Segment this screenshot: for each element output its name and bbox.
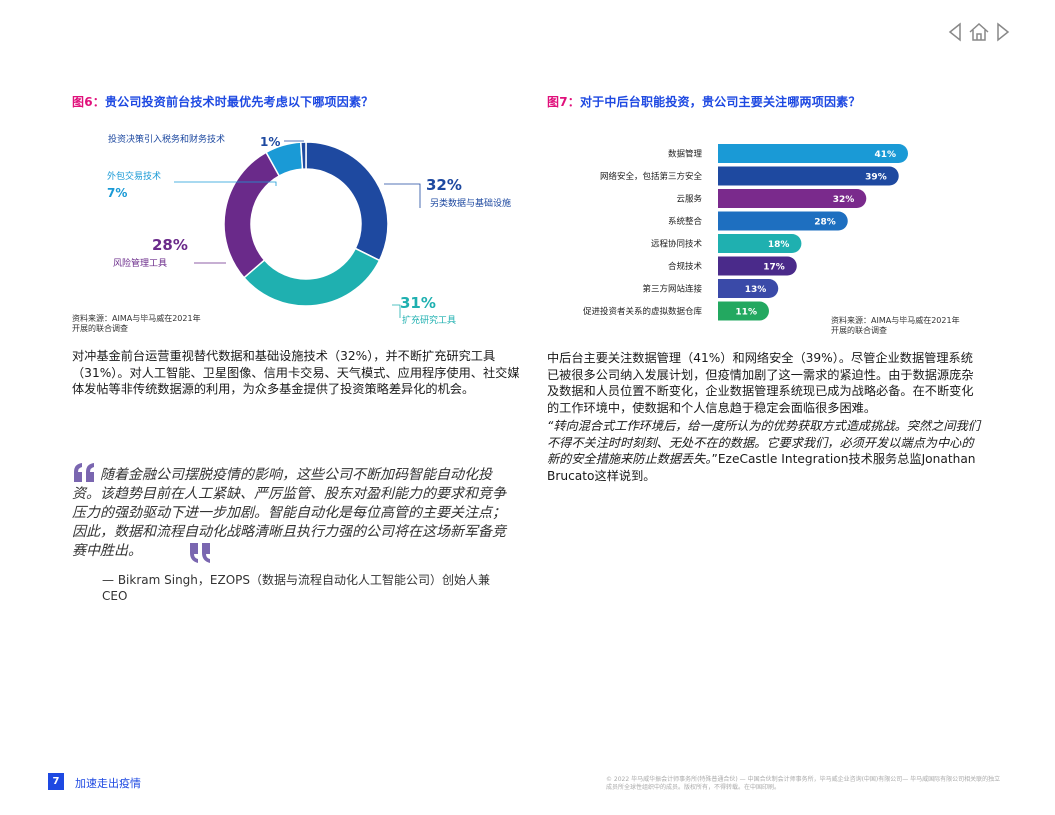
- footer-title[interactable]: 加速走出疫情: [75, 777, 141, 790]
- bar-category-label: 系统整合: [668, 216, 703, 227]
- bar-category-label: 远程协同技术: [651, 239, 703, 250]
- right-quote: “转向混合式工作环境后，给一度所认为的优势获取方式造成挑战。突然之间我们不得不关…: [547, 418, 983, 484]
- bar-value-label: 17%: [763, 263, 785, 273]
- quote-close-icon: [190, 543, 210, 563]
- fig7-label: 图7：: [547, 95, 580, 109]
- donut-leader-line: [174, 181, 277, 186]
- page-navigation: [947, 22, 1011, 42]
- bar-value-label: 39%: [865, 173, 887, 183]
- bar: [718, 301, 769, 321]
- fig7-title-text: 对于中后台职能投资，贵公司主要关注哪两项因素？: [579, 95, 861, 109]
- next-arrow-icon[interactable]: [995, 22, 1011, 42]
- donut-label-tax: 投资决策引入税务和财务技术: [108, 135, 226, 145]
- bar-value-label: 32%: [833, 195, 855, 205]
- pull-quote: 随着金融公司摆脱疫情的影响，这些公司不断加码智能自动化投资。该趋势目前在人工紧缺…: [72, 467, 506, 559]
- bar: [718, 211, 848, 231]
- bar: [718, 256, 797, 276]
- fig6-donut-chart: [174, 140, 421, 318]
- fig6-source: 资料来源：AIMA与毕马威在2021年开展的联合调查: [72, 314, 201, 333]
- donut-value-risk: 28%: [152, 236, 188, 254]
- fig6-title: 图6：贵公司投资前台技术时最优先考虑以下哪项因素？: [72, 93, 373, 110]
- donut-label-outsourcing: 外包交易技术: [107, 172, 162, 182]
- left-paragraph: 对冲基金前台运营重视替代数据和基础设施技术（32%），并不断扩充研究工具（31%…: [72, 349, 520, 396]
- donut-leader-line: [384, 183, 421, 208]
- bar-category-label: 合规技术: [668, 261, 703, 272]
- quote-attribution: — Bikram Singh，EZOPS（数据与流程自动化人工智能公司）创始人兼…: [102, 573, 491, 603]
- donut-label-risk: 风险管理工具: [113, 259, 168, 269]
- bar-category-label: 促进投资者关系的虚拟数据仓库: [583, 306, 703, 317]
- bar-category-label: 网络安全，包括第三方安全: [600, 171, 703, 182]
- bar-value-label: 28%: [814, 218, 836, 228]
- bar-value-label: 18%: [768, 240, 790, 250]
- donut-value-altdata: 32%: [426, 176, 462, 194]
- donut-value-research: 31%: [400, 294, 436, 312]
- bar: [718, 144, 908, 163]
- bar-category-label: 第三方网站连接: [642, 284, 702, 295]
- footer-copyright: © 2022 毕马威华振会计师事务所(特殊普通合伙) — 中国合伙制会计师事务所…: [606, 776, 1001, 791]
- bar: [718, 234, 802, 253]
- quote-open-icon: [74, 463, 94, 482]
- fig7-source: 资料来源：AIMA与毕马威在2021年开展的联合调查: [831, 316, 960, 335]
- donut-label-altdata: 另类数据与基础设施: [430, 199, 512, 209]
- donut-value-tax: 1%: [260, 135, 281, 149]
- prev-arrow-icon[interactable]: [947, 22, 963, 42]
- right-quote-attribution: ”EzeCastle Integration技术服务总监Jonathan Bru…: [547, 452, 976, 483]
- right-quote-italic: “转向混合式工作环境后，给一度所认为的优势获取方式造成挑战。突然之间我们不得不关…: [547, 419, 980, 466]
- donut-label-research: 扩充研究工具: [402, 316, 457, 326]
- donut-value-outsourcing: 7%: [107, 186, 128, 200]
- bar-category-label: 数据管理: [668, 149, 703, 160]
- donut-leader-line: [392, 304, 401, 318]
- bar-category-label: 云服务: [676, 194, 702, 205]
- page-number: 7: [48, 773, 64, 790]
- donut-slice: [300, 141, 307, 170]
- home-icon[interactable]: [967, 22, 991, 42]
- donut-slice: [242, 247, 381, 307]
- fig7-title: 图7：对于中后台职能投资，贵公司主要关注哪两项因素？: [547, 93, 861, 110]
- right-paragraph: 中后台主要关注数据管理（41%）和网络安全（39%）。尽管企业数据管理系统已被很…: [547, 351, 974, 415]
- bar-value-label: 11%: [735, 308, 757, 318]
- bar-value-label: 41%: [874, 150, 896, 160]
- donut-slice: [223, 151, 281, 279]
- fig7-bar-chart: 数据管理 41% 网络安全，包括第三方安全 39% 云服务 32% 系统整合 28% 远程协同技…: [583, 144, 908, 321]
- bar: [718, 189, 867, 208]
- donut-slice: [305, 141, 389, 262]
- fig6-title-text: 贵公司投资前台技术时最优先考虑以下哪项因素？: [104, 95, 374, 109]
- bar: [718, 279, 779, 298]
- fig6-label: 图6：: [72, 95, 105, 109]
- bar: [718, 166, 899, 186]
- bar-value-label: 13%: [745, 285, 767, 295]
